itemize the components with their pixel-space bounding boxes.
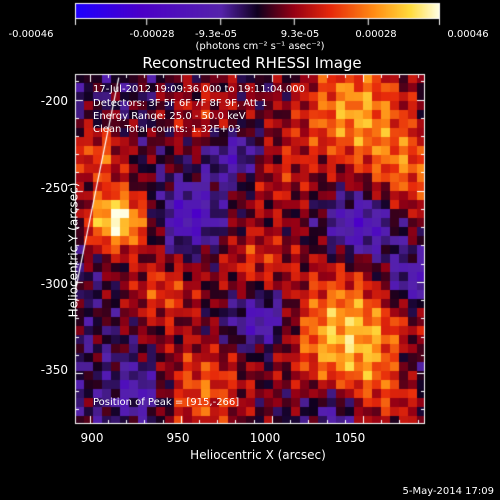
x-tick-label: 1000 [249, 431, 281, 445]
y-tick-label: -250 [40, 181, 68, 195]
y-tick-label: -200 [40, 94, 68, 108]
y-tick-label: -300 [40, 277, 68, 291]
annotation-time: 17-Jul-2012 19:09:36.000 to 19:11:04.000 [93, 84, 305, 95]
y-tick-label: -350 [40, 363, 68, 377]
x-tick-label: 950 [166, 431, 190, 445]
timestamp: 5-May-2014 17:09 [402, 486, 494, 497]
chart-title: Reconstructed RHESSI Image [142, 54, 362, 72]
x-axis-label: Heliocentric X (arcsec) [190, 448, 326, 462]
annotation-detectors: Detectors: 3F 5F 6F 7F 8F 9F, Att 1 [93, 98, 268, 109]
colorbar-tick: -0.00046 [8, 29, 54, 40]
x-tick-label: 900 [80, 431, 104, 445]
colorbar-tick: -0.00028 [129, 29, 175, 40]
annotation-peak: Position of Peak = [915,-266] [93, 397, 240, 408]
colorbar-tick: 0.00046 [447, 29, 489, 40]
colorbar-tick: -9.3e-05 [195, 29, 237, 40]
annotation-energy: Energy Range: 25.0 - 50.0 keV [93, 111, 246, 122]
annotation-clean: Clean Total counts: 1.32E+03 [93, 124, 241, 135]
colorbar-tick: 0.00028 [355, 29, 397, 40]
colorbar-tick: 9.3e-05 [280, 29, 320, 40]
y-axis-label: Heliocentric Y (arcsec) [66, 182, 81, 318]
x-tick-label: 1050 [334, 431, 366, 445]
colorbar-units: (photons cm⁻² s⁻¹ asec⁻²) [195, 41, 325, 52]
